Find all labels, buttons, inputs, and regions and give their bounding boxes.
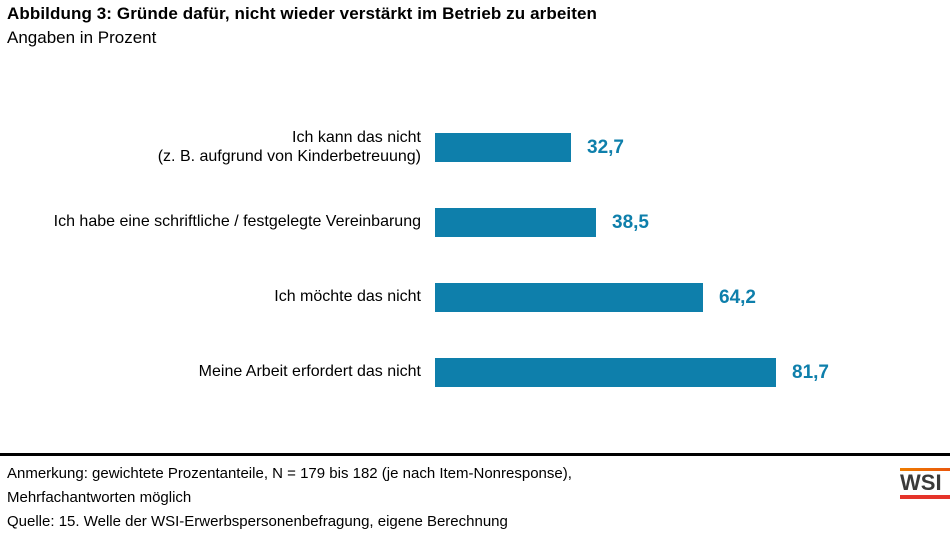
bar-chart: Ich kann das nicht (z. B. aufgrund von K… xyxy=(0,110,950,410)
value-label: 81,7 xyxy=(792,361,829,383)
bar-area: 81,7 xyxy=(421,358,950,387)
category-label: Ich habe eine schriftliche / festgelegte… xyxy=(53,213,421,231)
value-label: 64,2 xyxy=(719,286,756,308)
value-label: 32,7 xyxy=(587,136,624,158)
bar-area: 38,5 xyxy=(421,208,950,237)
bar xyxy=(435,283,703,312)
category-label: Ich kann das nicht (z. B. aufgrund von K… xyxy=(157,128,421,165)
chart-row: Ich möchte das nicht 64,2 xyxy=(0,260,950,335)
wsi-logo-red-bar xyxy=(900,495,950,499)
chart-row: Meine Arbeit erfordert das nicht 81,7 xyxy=(0,335,950,410)
wsi-logo: WSI xyxy=(900,468,950,499)
category-label: Ich möchte das nicht xyxy=(274,288,421,306)
note-line-1: Anmerkung: gewichtete Prozentanteile, N … xyxy=(7,465,572,482)
footer-divider xyxy=(0,453,950,456)
bar-area: 64,2 xyxy=(421,283,950,312)
wsi-logo-text: WSI xyxy=(900,470,942,495)
chart-row: Ich habe eine schriftliche / festgelegte… xyxy=(0,185,950,260)
figure-title: Abbildung 3: Gründe dafür, nicht wieder … xyxy=(7,4,598,23)
wsi-logo-orange-bar xyxy=(900,468,950,471)
source-line: Quelle: 15. Welle der WSI-Erwerbspersone… xyxy=(7,513,508,530)
footer-notes: Anmerkung: gewichtete Prozentanteile, N … xyxy=(7,462,572,534)
bar xyxy=(435,358,776,387)
bar-area: 32,7 xyxy=(421,133,950,162)
bar xyxy=(435,208,596,237)
bar xyxy=(435,133,571,162)
chart-row: Ich kann das nicht (z. B. aufgrund von K… xyxy=(0,110,950,185)
category-label: Meine Arbeit erfordert das nicht xyxy=(198,363,421,381)
figure-subtitle: Angaben in Prozent xyxy=(7,28,157,47)
note-line-2: Mehrfachantworten möglich xyxy=(7,489,192,506)
value-label: 38,5 xyxy=(612,211,649,233)
